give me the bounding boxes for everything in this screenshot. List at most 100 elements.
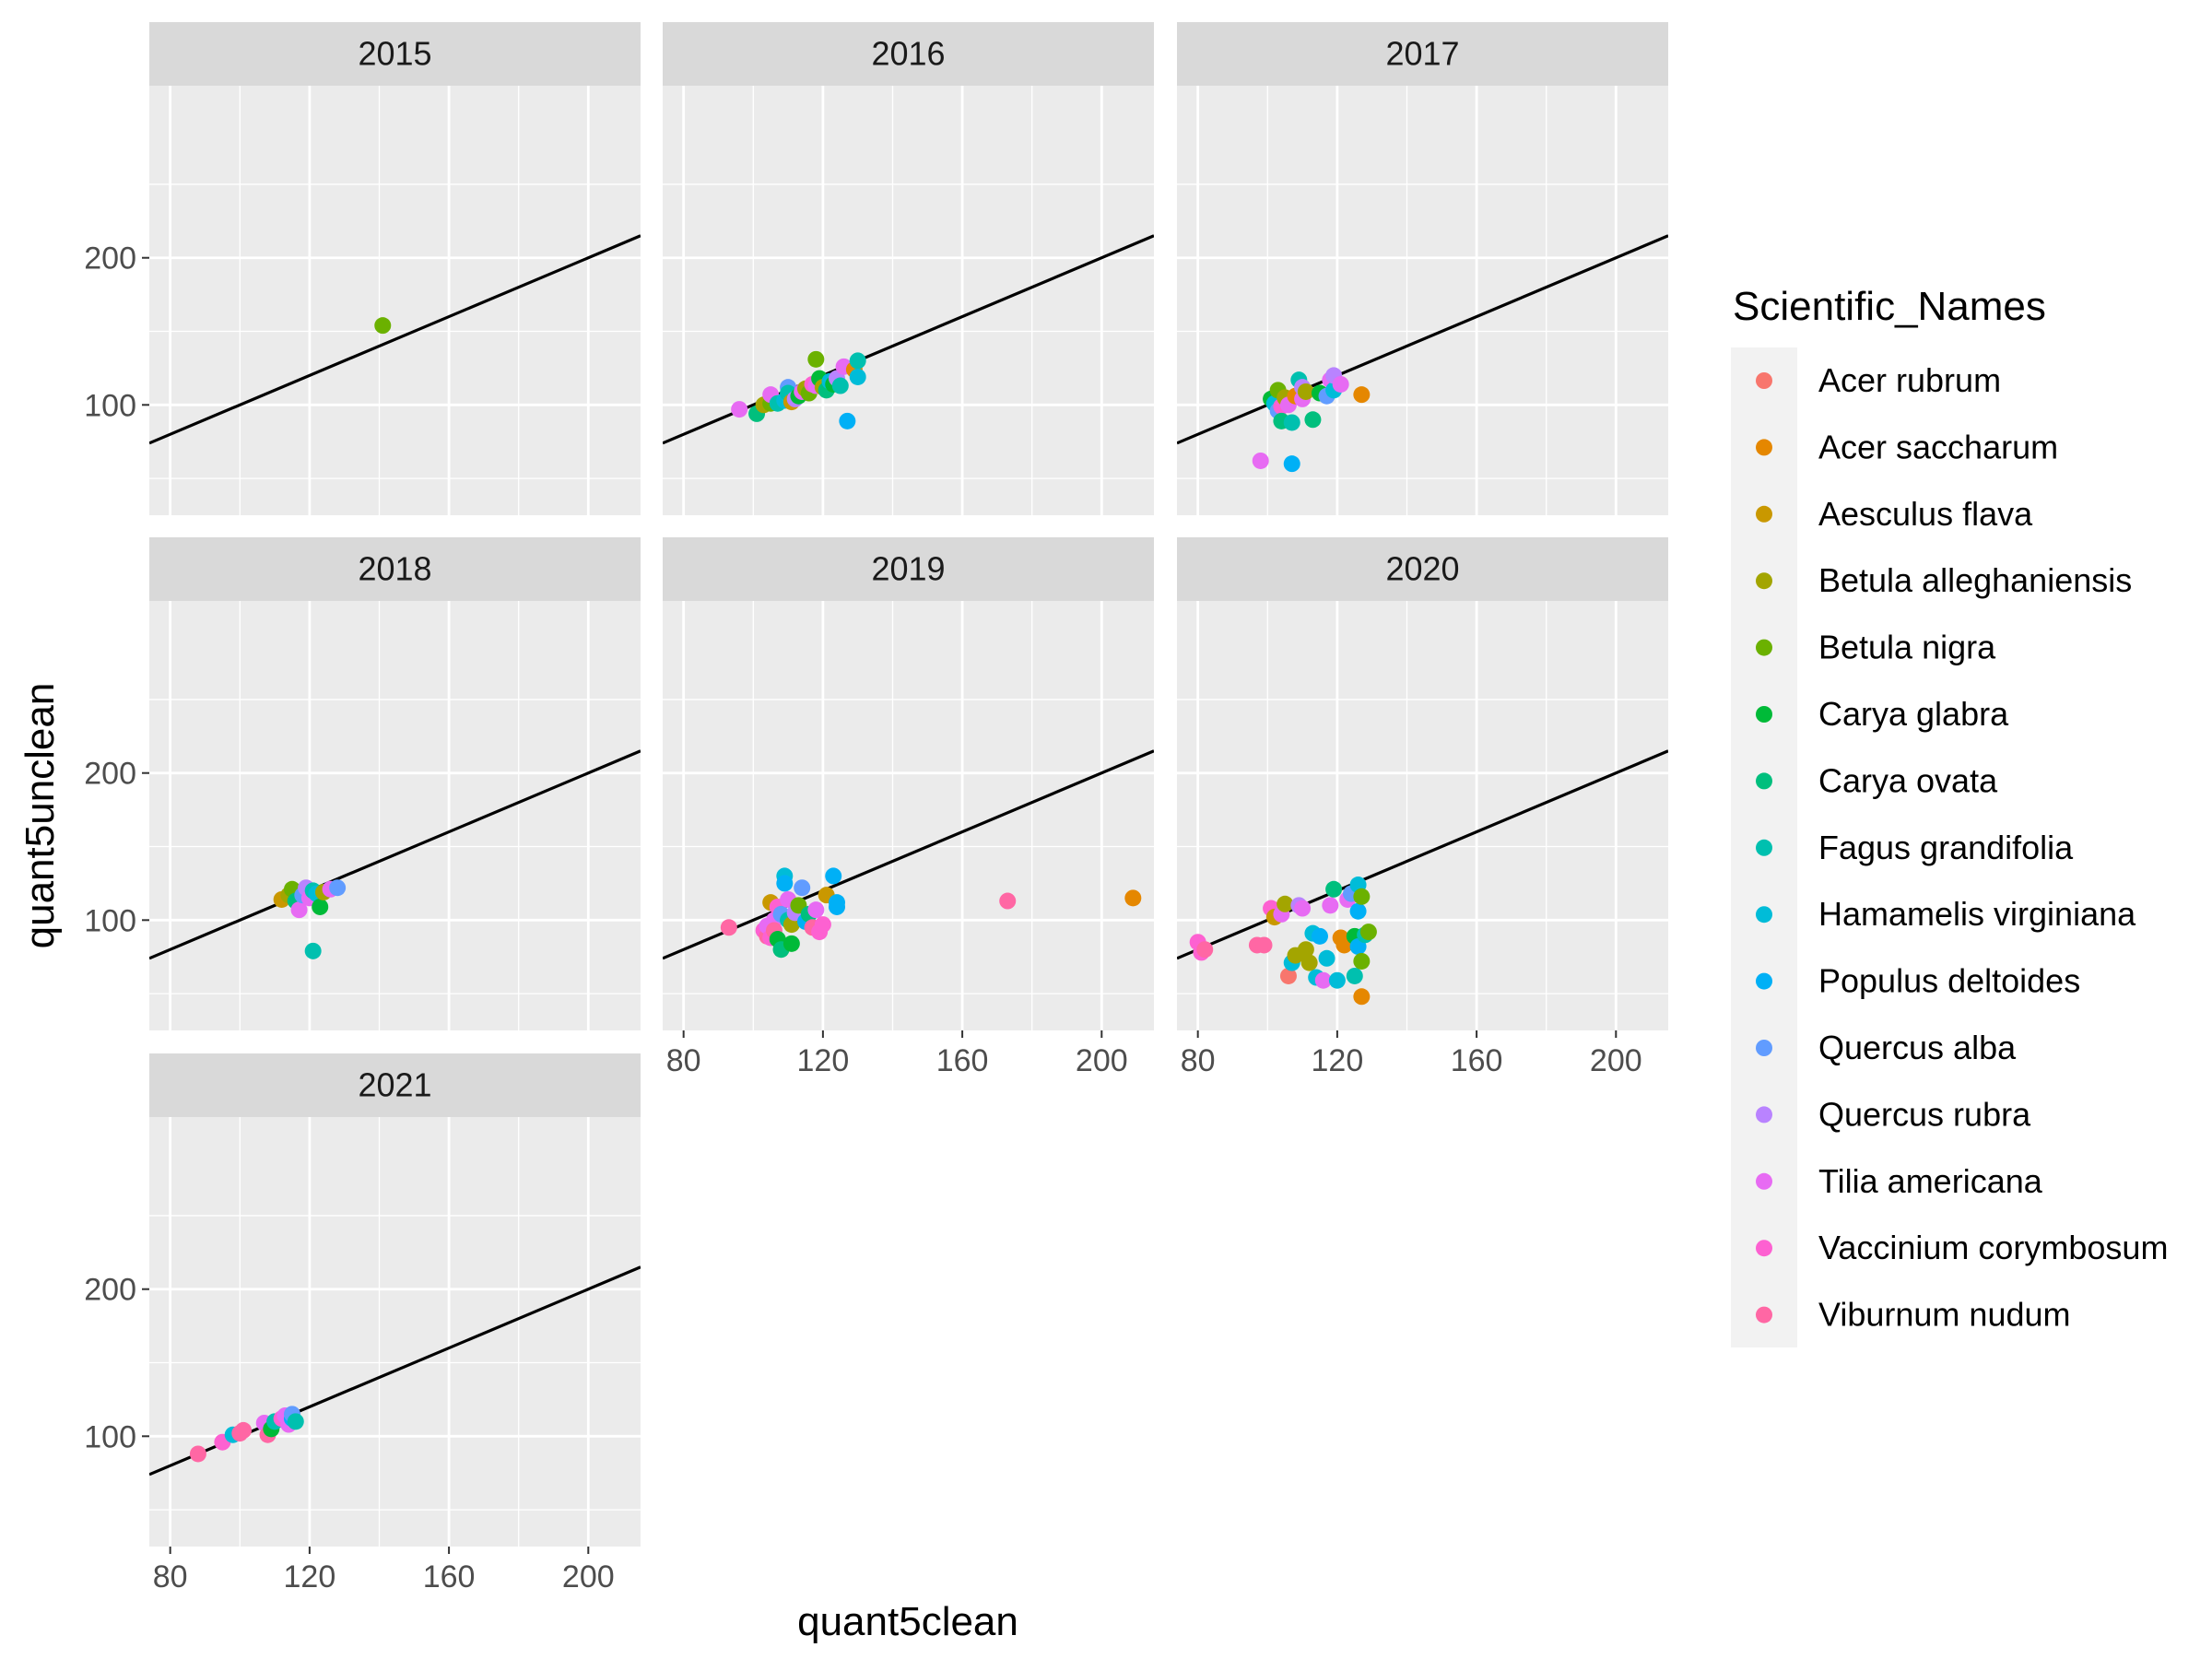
panel-background [1177,601,1668,1030]
data-point [829,898,846,915]
identity-reference-line [1177,749,1668,960]
facet-strip-label: 2020 [1385,550,1459,588]
legend-label: Acer saccharum [1818,428,2058,465]
facet-panel-2015: 2015 100 200 [84,22,641,515]
data-point [849,368,866,385]
data-point [720,919,737,936]
y-tick-label: 100 [84,1419,136,1454]
identity-reference-line [663,749,1154,960]
legend-label: Betula nigra [1818,629,1996,666]
data-point [1297,382,1314,400]
data-point [825,867,842,885]
panel-background [663,601,1154,1030]
facet-strip-label: 2018 [358,550,431,588]
legend-key [1756,706,1772,723]
facet-strip-label: 2016 [871,35,945,73]
panel-plot-area [1177,601,1668,1030]
data-point [329,879,347,897]
legend-key [1756,1172,1772,1190]
legend-item: Carya ovata [1756,761,1998,799]
panel-background [149,601,641,1030]
facet-panel-2019: 2019 80 120 160 200 [663,537,1154,1078]
x-tick-label: 160 [1451,1043,1503,1078]
legend-key [1756,1306,1772,1324]
legend-label: Betula alleghaniensis [1818,561,2132,599]
data-point [814,916,831,934]
data-point [1277,895,1294,912]
panel-plot-area [149,86,641,515]
identity-reference-line [149,749,641,960]
data-point [1279,967,1297,984]
y-tick-label: 100 [84,388,136,423]
legend-label: Vaccinium corymbosum [1818,1229,2168,1266]
data-point [1311,927,1328,945]
data-point [1294,900,1312,917]
x-tick-label: 80 [666,1043,701,1078]
x-tick-label: 80 [1181,1043,1216,1078]
legend-key [1756,972,1772,990]
data-point [1322,897,1339,914]
data-point [1196,941,1214,959]
panel-background [149,86,641,515]
data-point [1346,967,1363,984]
legend-item: Quercus rubra [1756,1095,2031,1133]
facet-strip-label: 2019 [871,550,945,588]
legend-title: Scientific_Names [1733,284,2046,329]
legend-label: Quercus alba [1818,1029,2017,1066]
legend-key [1756,372,1772,389]
data-point [1353,988,1371,1006]
y-tick-label: 200 [84,241,136,276]
data-point [1252,452,1269,469]
data-point [1359,924,1377,941]
facet-panel-2018: 2018 100 200 [84,537,641,1030]
facet-strip-label: 2015 [358,35,431,73]
facet-panels: 2015 100 200 2016 2017 2018 100 200 2019 80 120 160… [84,22,1668,1594]
data-point [1297,941,1314,959]
facet-panel-2021: 2021 100 200 80 120 160 200 [84,1053,641,1594]
data-point [776,875,794,892]
legend-item: Fagus grandifolia [1756,829,2074,866]
data-point [1332,375,1349,393]
x-tick-label: 120 [797,1043,850,1078]
legend: Scientific_Names Acer rubrum Acer sacchar… [1731,284,2168,1347]
legend-label: Carya glabra [1818,695,2009,733]
data-point [1314,971,1332,989]
facet-strip [663,22,1154,86]
legend-item: Quercus alba [1756,1029,2017,1066]
legend-key [1756,572,1772,590]
data-point [849,352,866,370]
legend-item: Acer saccharum [1756,428,2058,465]
data-point [290,901,308,919]
data-point [782,935,800,952]
y-axis-title: quant5unclean [18,683,63,949]
x-tick-label: 200 [1076,1043,1128,1078]
panel-background [149,1117,641,1547]
data-point [1304,411,1322,429]
data-point [189,1445,206,1463]
facet-strip [663,537,1154,601]
legend-label: Hamamelis virginiana [1818,895,2136,933]
panel-background [663,86,1154,515]
legend-label: Fagus grandifolia [1818,829,2074,866]
facet-strip-label: 2021 [358,1066,431,1104]
data-point [287,1413,304,1430]
panel-plot-area [663,601,1154,1030]
data-point [1353,386,1371,404]
data-point [794,879,811,897]
data-point [1353,952,1371,970]
legend-label: Acer rubrum [1818,361,2001,399]
y-tick-label: 200 [84,1273,136,1308]
legend-item: Carya glabra [1756,695,2009,733]
y-tick-label: 100 [84,903,136,938]
facet-strip-label: 2017 [1385,35,1459,73]
legend-items: Acer rubrum Acer saccharum Aesculus flava B… [1756,361,2168,1334]
facet-panel-2017: 2017 [1177,22,1668,515]
panel-plot-area [149,601,641,1030]
x-tick-label: 200 [1590,1043,1642,1078]
panel-plot-area [149,1117,641,1547]
data-point [235,1421,253,1439]
x-tick-label: 160 [936,1043,989,1078]
x-tick-label: 200 [562,1559,615,1594]
x-tick-label: 160 [423,1559,476,1594]
